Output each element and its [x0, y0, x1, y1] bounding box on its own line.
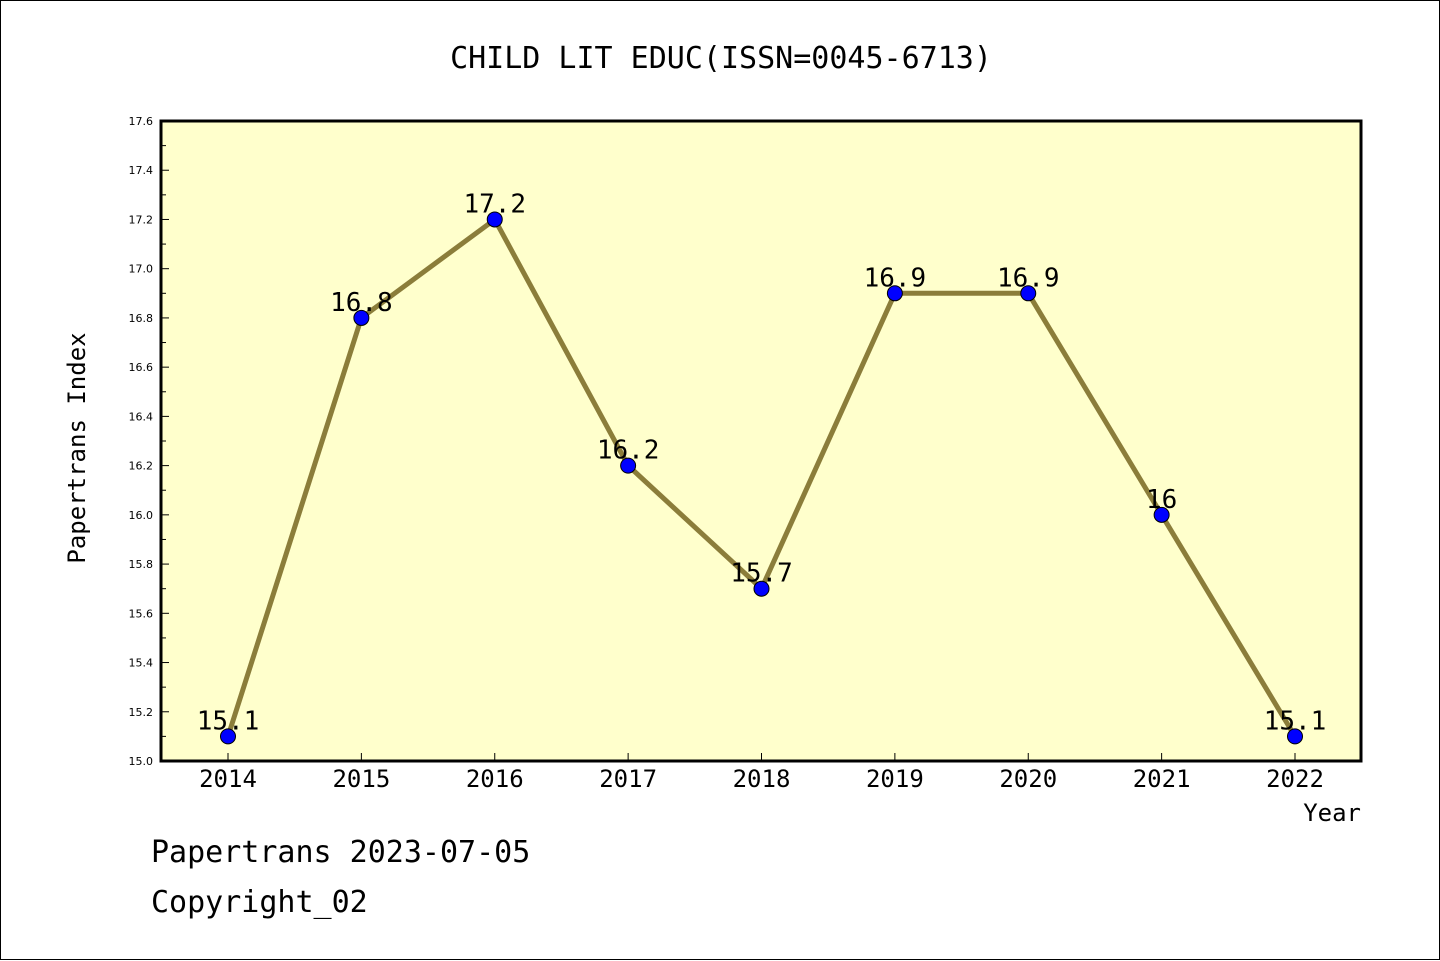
- footer-copyright: Copyright_02: [151, 885, 368, 920]
- data-point-marker: [1153, 506, 1170, 523]
- data-point-marker: [753, 580, 770, 597]
- x-tick-label: 2015: [332, 765, 390, 793]
- y-tick-label: 15.0: [129, 755, 154, 768]
- data-label: 15.7: [730, 559, 793, 589]
- y-tick-label: 16.8: [129, 312, 154, 325]
- data-label: 16.9: [997, 263, 1060, 293]
- y-tick-label: 16.4: [129, 410, 154, 423]
- x-tick-label: 2020: [999, 765, 1057, 793]
- y-tick-label: 15.2: [129, 706, 154, 719]
- chart-title: CHILD LIT EDUC(ISSN=0045-6713): [450, 41, 992, 76]
- footer-date-line: Papertrans 2023-07-05: [151, 835, 531, 870]
- y-tick-label: 16.6: [129, 361, 154, 374]
- data-label: 15.1: [197, 706, 260, 736]
- data-label: 17.2: [463, 189, 526, 219]
- plot-area: [161, 121, 1361, 761]
- x-tick-label: 2018: [733, 765, 791, 793]
- data-point-marker: [886, 285, 903, 302]
- y-tick-label: 15.4: [129, 657, 154, 670]
- x-tick-label: 2022: [1266, 765, 1324, 793]
- y-tick-label: 16.2: [129, 460, 154, 473]
- data-labels: 15.1 16.8 17.2 16.2 15.7 16.9 16.9 16 15.1: [197, 189, 1327, 736]
- data-label: 16.2: [597, 436, 660, 466]
- y-axis: 15.0 15.2 15.4 15.6 15.8 16.0 16.2 16.4 16.6 16.8…: [129, 115, 169, 768]
- y-tick-label: 17.2: [129, 213, 154, 226]
- y-tick-label: 17.0: [129, 263, 154, 276]
- data-point-marker: [1287, 728, 1303, 745]
- data-label: 15.1: [1264, 706, 1327, 736]
- data-point-marker: [353, 309, 370, 326]
- y-tick-label: 17.4: [129, 164, 154, 177]
- plot-border: [159, 119, 1363, 763]
- data-label: 16.8: [330, 288, 393, 318]
- y-tick-label: 15.6: [129, 607, 154, 620]
- y-tick-label: 17.6: [129, 115, 154, 128]
- data-label: 16: [1146, 485, 1177, 515]
- x-tick-label: 2017: [599, 765, 657, 793]
- y-tick-label: 15.8: [129, 558, 154, 571]
- data-point-marker: [620, 457, 637, 474]
- y-tick-label: 16.0: [129, 509, 154, 522]
- data-point-marker: [486, 211, 503, 228]
- x-tick-label: 2014: [199, 765, 257, 793]
- x-axis-title: Year: [1303, 799, 1361, 827]
- data-label: 16.9: [864, 263, 927, 293]
- x-tick-label: 2021: [1133, 765, 1191, 793]
- data-point-marker: [1020, 285, 1037, 302]
- x-tick-label: 2016: [466, 765, 524, 793]
- x-tick-label: 2019: [866, 765, 924, 793]
- data-point-marker: [220, 728, 236, 745]
- x-axis: 2014 2015 2016 2017 2018 2019 2020 2021 2022: [199, 753, 1324, 793]
- series-line-group: [220, 211, 1303, 745]
- y-axis-title: Papertrans Index: [63, 332, 91, 563]
